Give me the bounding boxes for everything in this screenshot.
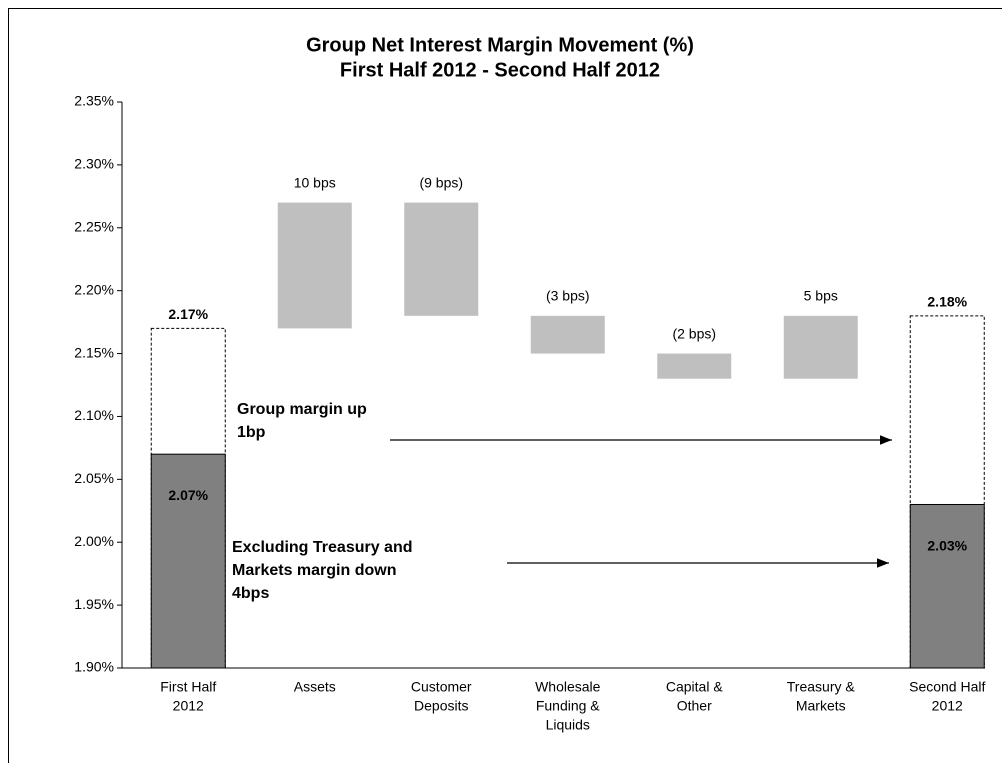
annotation-text: 4bps xyxy=(232,585,269,602)
x-tick-label: 2012 xyxy=(173,698,204,714)
annotation: Group margin up 1bp xyxy=(237,401,892,445)
value-label: 10 bps xyxy=(294,174,336,190)
value-label: 5 bps xyxy=(804,288,838,304)
annotation-text: 1bp xyxy=(237,424,266,441)
x-tick-label: 2012 xyxy=(932,698,963,714)
chart-subtitle: First Half 2012 - Second Half 2012 xyxy=(340,59,660,81)
annotation-text: Excluding Treasury and xyxy=(232,539,413,556)
x-tick-label: Funding & xyxy=(536,698,600,714)
annotation-text: Group margin up xyxy=(237,401,367,418)
y-tick-label: 1.95% xyxy=(74,596,114,612)
step-bar xyxy=(530,315,605,354)
y-tick-label: 2.15% xyxy=(74,344,114,360)
x-tick-label: Assets xyxy=(294,679,336,695)
value-label: (3 bps) xyxy=(546,288,590,304)
x-tick-label: Treasury & xyxy=(787,679,856,695)
value-label: 2.17% xyxy=(168,306,208,322)
x-tick-label: Deposits xyxy=(414,698,468,714)
y-tick-label: 2.00% xyxy=(74,533,114,549)
inner-bar xyxy=(150,453,226,669)
y-tick-label: 2.30% xyxy=(74,156,114,172)
x-tick-label: First Half xyxy=(160,679,216,695)
y-tick-label: 2.10% xyxy=(74,407,114,423)
annotation: Excluding Treasury and Markets margin do… xyxy=(232,539,889,602)
chart-title: Group Net Interest Margin Movement (%) xyxy=(306,34,694,56)
y-tick-label: 2.20% xyxy=(74,281,114,297)
step-bar xyxy=(783,315,858,379)
x-tick-label: Liquids xyxy=(546,717,590,733)
step-bar xyxy=(657,353,732,379)
frame xyxy=(8,8,1002,763)
y-tick-label: 1.90% xyxy=(74,659,114,675)
y-tick-label: 2.35% xyxy=(74,93,114,109)
value-label: 2.18% xyxy=(927,294,967,310)
inner-value-label: 2.03% xyxy=(927,537,967,553)
annotation-text: Markets margin down xyxy=(232,562,396,579)
step-bar xyxy=(277,202,352,329)
value-label: (9 bps) xyxy=(419,174,463,190)
y-tick-label: 2.05% xyxy=(74,470,114,486)
x-tick-label: Second Half xyxy=(909,679,985,695)
x-tick-label: Wholesale xyxy=(535,679,601,695)
inner-value-label: 2.07% xyxy=(168,487,208,503)
value-label: (2 bps) xyxy=(672,325,716,341)
inner-bar xyxy=(909,503,985,669)
step-bar xyxy=(404,202,479,316)
x-tick-label: Customer xyxy=(411,679,472,695)
x-tick-label: Capital & xyxy=(666,679,723,695)
y-tick-label: 2.25% xyxy=(74,218,114,234)
x-tick-label: Other xyxy=(677,698,712,714)
x-tick-label: Markets xyxy=(796,698,846,714)
